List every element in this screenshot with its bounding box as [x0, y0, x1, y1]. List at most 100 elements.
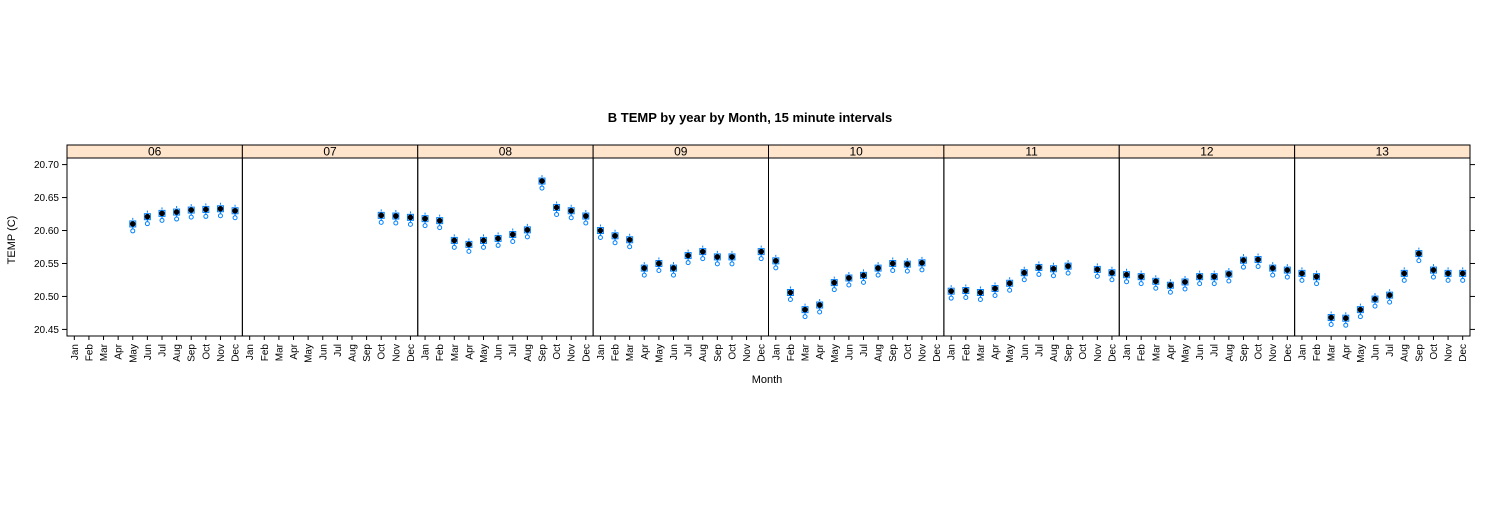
box-median-dot — [393, 213, 399, 219]
box-median-dot — [1094, 266, 1101, 273]
box-median-dot — [875, 265, 881, 271]
x-tick-label: Jul — [684, 344, 695, 357]
box-median-dot — [1299, 270, 1305, 277]
box-median-dot — [1152, 278, 1159, 285]
box-body — [1035, 263, 1043, 271]
box-median-dot — [539, 178, 545, 184]
x-tick-label: Apr — [114, 343, 125, 359]
box-median-dot — [699, 248, 706, 255]
box-body — [173, 208, 181, 216]
x-tick-label: Jan — [947, 344, 958, 360]
x-tick-label: Oct — [377, 344, 388, 360]
panel-frame — [241, 157, 419, 337]
box-outlier — [1430, 274, 1436, 280]
box-body — [1444, 269, 1452, 277]
box-body — [377, 211, 385, 219]
box-body — [509, 230, 517, 238]
box-body — [699, 248, 707, 256]
box-outlier — [1138, 281, 1144, 287]
box-outlier — [1094, 273, 1100, 279]
box-median-dot — [1065, 263, 1071, 269]
box-outlier — [188, 214, 194, 220]
x-tick-label: Feb — [1312, 344, 1323, 362]
x-tick-label: Jun — [143, 344, 154, 360]
x-tick-label: Aug — [1049, 344, 1060, 362]
box-median-dot — [1109, 269, 1115, 276]
panel-frame — [943, 157, 1120, 337]
box-body — [1400, 269, 1408, 277]
x-tick-label: Jan — [1297, 344, 1308, 360]
x-tick-label: Jun — [1020, 344, 1031, 360]
x-tick-label: Nov — [567, 344, 578, 362]
box-median-dot — [889, 260, 896, 267]
box-outlier — [977, 296, 983, 302]
box-median-dot — [1050, 265, 1057, 272]
x-tick-label: Aug — [698, 344, 709, 362]
panel-strip-label: 07 — [323, 145, 337, 159]
box-median-dot — [626, 236, 633, 243]
box-median-dot — [422, 215, 428, 222]
box-outlier — [1050, 273, 1056, 279]
box-outlier — [1226, 278, 1232, 284]
x-tick-label: Feb — [84, 344, 95, 362]
box-median-dot — [1006, 280, 1013, 287]
box-median-dot — [509, 231, 516, 238]
box-outlier — [1167, 289, 1173, 295]
box-median-dot — [436, 217, 443, 224]
y-tick-label: 20.45 — [34, 325, 59, 336]
y-tick-label: 20.55 — [34, 259, 59, 270]
box-outlier — [773, 265, 779, 271]
box-median-dot — [729, 254, 735, 260]
box-outlier — [685, 260, 691, 266]
box-outlier — [1211, 281, 1217, 287]
box-outlier — [860, 279, 866, 285]
panel-strip-label: 06 — [148, 145, 162, 159]
box-median-dot — [1313, 273, 1320, 280]
box-median-dot — [378, 212, 385, 219]
box-median-dot — [173, 209, 180, 215]
box-median-dot — [597, 227, 604, 234]
x-tick-label: May — [1356, 344, 1367, 363]
x-tick-label: Jan — [245, 344, 256, 360]
box-median-dot — [1240, 257, 1247, 263]
box-outlier — [422, 223, 428, 229]
box-outlier — [1299, 277, 1305, 283]
box-outlier — [583, 220, 589, 226]
x-tick-label: Oct — [201, 344, 212, 360]
box-outlier — [130, 228, 136, 234]
y-tick-label: 20.70 — [34, 160, 59, 171]
box-outlier — [714, 261, 720, 267]
box-median-dot — [977, 289, 984, 296]
x-tick-label: Oct — [727, 344, 738, 360]
box-median-dot — [1226, 271, 1232, 277]
chart-title: B TEMP by year by Month, 15 minute inter… — [608, 110, 892, 125]
box-outlier — [1314, 281, 1320, 287]
x-tick-label: Sep — [888, 344, 899, 362]
box-outlier — [481, 244, 487, 250]
x-tick-label: Apr — [991, 343, 1002, 359]
x-tick-label: Nov — [1093, 344, 1104, 362]
box-body — [1356, 306, 1364, 314]
box-outlier — [451, 244, 457, 250]
box-outlier — [554, 211, 560, 217]
box-body — [874, 264, 882, 272]
x-tick-label: Mar — [1327, 343, 1338, 361]
box-body — [480, 236, 488, 244]
box-outlier — [1372, 303, 1378, 309]
panel-frame — [1294, 157, 1471, 337]
panel-frame — [592, 157, 769, 337]
x-tick-label: Jan — [771, 344, 782, 360]
box-body — [670, 264, 678, 272]
x-tick-label: Nov — [1444, 344, 1455, 362]
box-body — [816, 301, 824, 309]
box-body — [1152, 277, 1160, 285]
x-tick-label: Feb — [611, 344, 622, 362]
box-median-dot — [1342, 315, 1349, 322]
x-tick-label: Dec — [581, 344, 592, 362]
box-outlier — [890, 267, 896, 273]
box-median-dot — [1445, 270, 1451, 277]
box-body — [1123, 271, 1131, 279]
box-outlier — [1284, 274, 1290, 280]
x-tick-label: May — [1005, 344, 1016, 363]
box-body — [1283, 266, 1291, 274]
